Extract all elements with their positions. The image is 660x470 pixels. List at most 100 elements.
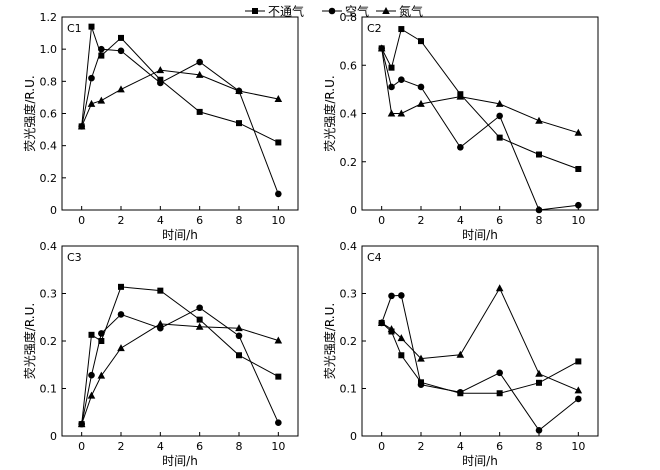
y-axis-label: 荧光强度/R.U. [322, 75, 337, 151]
y-tick-label: 0.4 [340, 108, 358, 121]
series-square [78, 23, 282, 146]
data-point [274, 95, 283, 103]
x-axis-label: 时间/h [462, 228, 498, 242]
data-point [275, 419, 282, 427]
series-line [381, 48, 579, 134]
series-circle [78, 45, 282, 198]
x-tick-label: 2 [118, 214, 125, 227]
legend-label: 空气 [345, 4, 369, 19]
data-point [87, 99, 96, 107]
series-triangle [377, 284, 583, 394]
data-point [535, 427, 543, 434]
data-point [195, 70, 204, 78]
data-point [457, 143, 464, 151]
series-line [381, 48, 579, 211]
data-point [397, 334, 406, 342]
data-point [275, 190, 282, 198]
data-point [117, 311, 125, 318]
data-point [195, 322, 204, 330]
data-point [535, 116, 543, 124]
x-tick-label: 10 [271, 214, 285, 227]
series-square [378, 26, 582, 172]
x-tick-label: 4 [457, 440, 464, 453]
x-axis-label: 时间/h [462, 454, 498, 468]
data-point [88, 331, 95, 338]
x-tick-label: 10 [571, 440, 585, 453]
y-tick-label: 0 [50, 430, 57, 443]
data-point [456, 92, 465, 100]
data-point [575, 201, 582, 209]
y-tick-label: 0.3 [40, 288, 58, 301]
data-point [77, 122, 86, 130]
y-tick-label: 0.8 [340, 11, 358, 24]
series-line [81, 323, 279, 425]
series-triangle [77, 319, 283, 428]
data-point [196, 304, 203, 312]
x-tick-label: 0 [378, 214, 385, 227]
y-tick-label: 0.2 [40, 335, 58, 348]
data-point [236, 120, 242, 127]
y-tick-label: 1.2 [40, 11, 58, 24]
data-point [417, 381, 425, 389]
x-tick-label: 2 [418, 214, 425, 227]
data-point [457, 389, 464, 396]
y-tick-label: 0.1 [340, 383, 358, 396]
data-point [377, 44, 386, 52]
data-point [98, 45, 105, 53]
data-point [377, 318, 386, 326]
series-circle [378, 45, 582, 214]
data-point [88, 23, 95, 30]
y-axis-label: 荧光强度/R.U. [22, 303, 37, 379]
series-line [81, 307, 279, 425]
y-tick-label: 0 [350, 204, 357, 217]
data-point [157, 287, 164, 294]
series-triangle [377, 44, 583, 136]
chart-panel-c2: 0 0.2 0.4 0.6 0.8 0 2 4 6 8 10 C2 时间/h 荧光强度/R.U. [322, 11, 599, 242]
data-point [156, 319, 165, 327]
data-point [398, 292, 405, 299]
data-point [417, 99, 425, 107]
x-tick-label: 8 [536, 440, 543, 453]
data-point [236, 352, 242, 359]
data-point [418, 38, 424, 45]
data-point [388, 83, 395, 91]
panel-label: C1 [67, 22, 82, 35]
data-point [387, 325, 396, 333]
data-point [117, 47, 125, 55]
data-point [275, 373, 282, 380]
x-axis-label: 时间/h [162, 454, 198, 468]
data-point [117, 344, 125, 352]
data-point [574, 386, 583, 394]
data-point [117, 85, 125, 93]
y-tick-label: 0.2 [340, 335, 358, 348]
y-tick-label: 0.1 [40, 383, 58, 396]
data-point [535, 206, 543, 214]
data-point [274, 336, 283, 344]
legend-item-1: 不通气 [245, 4, 304, 19]
data-point [387, 109, 396, 117]
data-point [575, 358, 582, 365]
panel-label: C3 [67, 251, 82, 264]
data-point [397, 109, 406, 117]
x-tick-label: 8 [236, 214, 243, 227]
x-tick-label: 4 [457, 214, 464, 227]
data-point [495, 284, 504, 292]
data-point [97, 96, 106, 104]
data-point [456, 350, 465, 358]
y-tick-label: 0.2 [40, 172, 58, 185]
y-tick-label: 0.4 [340, 240, 358, 253]
series-triangle [77, 66, 283, 130]
data-point [97, 371, 106, 379]
x-axis-label: 时间/h [162, 228, 198, 242]
legend-marker-circle [328, 7, 336, 15]
y-tick-label: 1.0 [40, 43, 58, 56]
data-point [156, 66, 165, 74]
data-point [496, 369, 503, 377]
data-point [496, 112, 503, 120]
data-point [398, 76, 405, 84]
plot-frame [361, 245, 599, 437]
x-tick-label: 10 [571, 214, 585, 227]
y-tick-label: 0.8 [40, 75, 58, 88]
data-point [417, 83, 425, 91]
